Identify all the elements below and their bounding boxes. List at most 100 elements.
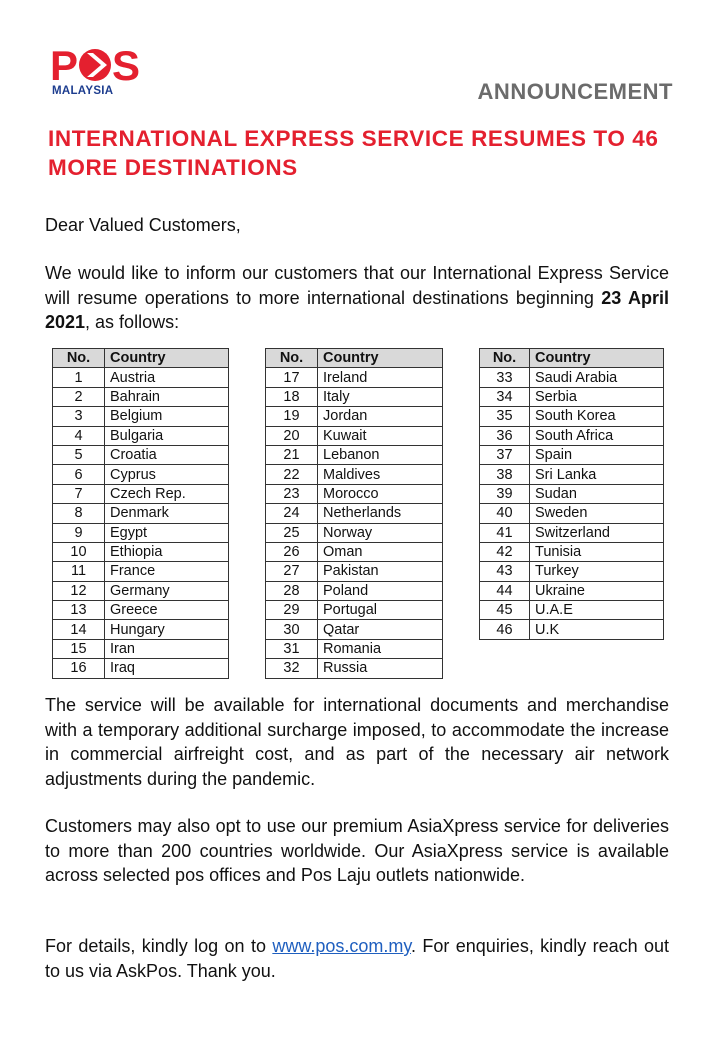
- row-country: Morocco: [317, 483, 443, 505]
- table-row: 15 Iran: [52, 638, 229, 660]
- logo-subtext: MALAYSIA: [52, 85, 114, 97]
- table-header-row: No. Country: [52, 347, 229, 369]
- table-row: 8 Denmark: [52, 503, 229, 524]
- row-number: 37: [479, 444, 530, 466]
- row-country: Iran: [104, 638, 229, 660]
- table-row: 25 Norway: [265, 522, 443, 543]
- table-row: 12 Germany: [52, 580, 229, 602]
- row-number: 26: [265, 541, 318, 563]
- row-number: 28: [265, 580, 318, 602]
- row-number: 42: [479, 541, 530, 563]
- website-link[interactable]: www.pos.com.my: [272, 936, 412, 956]
- row-country: Hungary: [104, 619, 229, 640]
- destinations-table-2: No. Country 17 Ireland 18 Italy 19 Jordan 20 Kuwa…: [265, 347, 443, 679]
- row-number: 20: [265, 425, 318, 446]
- row-country: Sudan: [529, 483, 664, 505]
- table-row: 27 Pakistan: [265, 561, 443, 582]
- table-row: 36 South Africa: [479, 425, 664, 446]
- table-row: 28 Poland: [265, 580, 443, 602]
- header-country: Country: [529, 347, 664, 369]
- row-number: 27: [265, 561, 318, 582]
- table-row: 24 Netherlands: [265, 503, 443, 524]
- table-row: 22 Maldives: [265, 464, 443, 485]
- asiaxpress-paragraph: Customers may also opt to use our premiu…: [45, 816, 669, 885]
- row-number: 22: [265, 464, 318, 485]
- service-paragraph: The service will be available for intern…: [45, 695, 669, 789]
- table-row: 29 Portugal: [265, 600, 443, 621]
- row-country: South Africa: [529, 425, 664, 446]
- row-country: Bulgaria: [104, 425, 229, 446]
- table-row: 21 Lebanon: [265, 444, 443, 466]
- row-number: 8: [52, 503, 105, 524]
- intro-text: We would like to inform our customers th…: [45, 263, 669, 308]
- row-number: 36: [479, 425, 530, 446]
- row-number: 11: [52, 561, 105, 582]
- row-number: 7: [52, 483, 105, 505]
- row-country: Austria: [104, 367, 229, 388]
- intro-paragraph: We would like to inform our customers th…: [45, 261, 669, 335]
- row-number: 30: [265, 619, 318, 640]
- row-country: France: [104, 561, 229, 582]
- row-number: 13: [52, 600, 105, 621]
- greeting: Dear Valued Customers,: [45, 215, 241, 235]
- row-country: Sweden: [529, 503, 664, 524]
- row-country: Serbia: [529, 386, 664, 408]
- row-number: 24: [265, 503, 318, 524]
- row-country: Poland: [317, 580, 443, 602]
- table-row: 13 Greece: [52, 600, 229, 621]
- table-row: 33 Saudi Arabia: [479, 367, 664, 388]
- details-text: For details, kindly log on to: [45, 936, 273, 956]
- row-country: Norway: [317, 522, 443, 543]
- row-country: Bahrain: [104, 386, 229, 408]
- row-country: Switzerland: [529, 522, 664, 543]
- row-country: Ireland: [317, 367, 443, 388]
- row-number: 3: [52, 406, 105, 427]
- row-number: 33: [479, 367, 530, 388]
- table-row: 26 Oman: [265, 541, 443, 563]
- row-country: Lebanon: [317, 444, 443, 466]
- row-number: 29: [265, 600, 318, 621]
- table-row: 19 Jordan: [265, 406, 443, 427]
- table-row: 9 Egypt: [52, 522, 229, 543]
- table-row: 38 Sri Lanka: [479, 464, 664, 485]
- row-number: 46: [479, 619, 530, 640]
- row-country: Netherlands: [317, 503, 443, 524]
- row-number: 39: [479, 483, 530, 505]
- row-number: 41: [479, 522, 530, 543]
- row-number: 35: [479, 406, 530, 427]
- row-number: 34: [479, 386, 530, 408]
- header-country: Country: [104, 347, 229, 369]
- header-no: No.: [479, 347, 530, 369]
- row-number: 18: [265, 386, 318, 408]
- row-country: Russia: [317, 658, 443, 679]
- table-row: 39 Sudan: [479, 483, 664, 505]
- row-country: Ethiopia: [104, 541, 229, 563]
- table-row: 10 Ethiopia: [52, 541, 229, 563]
- row-country: Iraq: [104, 658, 229, 679]
- announcement-label: ANNOUNCEMENT: [477, 79, 673, 104]
- row-number: 10: [52, 541, 105, 563]
- details-paragraph: For details, kindly log on to www.pos.co…: [45, 934, 669, 983]
- row-country: Qatar: [317, 619, 443, 640]
- row-number: 44: [479, 580, 530, 602]
- row-number: 4: [52, 425, 105, 446]
- row-country: Maldives: [317, 464, 443, 485]
- row-country: Croatia: [104, 444, 229, 466]
- row-country: Jordan: [317, 406, 443, 427]
- row-country: Kuwait: [317, 425, 443, 446]
- table-row: 3 Belgium: [52, 406, 229, 427]
- table-row: 31 Romania: [265, 638, 443, 660]
- row-number: 2: [52, 386, 105, 408]
- details-text-end: . For enquiries, kindly reach out to us …: [45, 936, 669, 981]
- row-country: Egypt: [104, 522, 229, 543]
- table-row: 34 Serbia: [479, 386, 664, 408]
- row-country: Pakistan: [317, 561, 443, 582]
- row-country: Portugal: [317, 600, 443, 621]
- row-number: 1: [52, 367, 105, 388]
- row-number: 31: [265, 638, 318, 660]
- row-country: U.K: [529, 619, 664, 640]
- row-country: Ukraine: [529, 580, 664, 602]
- row-country: Spain: [529, 444, 664, 466]
- table-row: 11 France: [52, 561, 229, 582]
